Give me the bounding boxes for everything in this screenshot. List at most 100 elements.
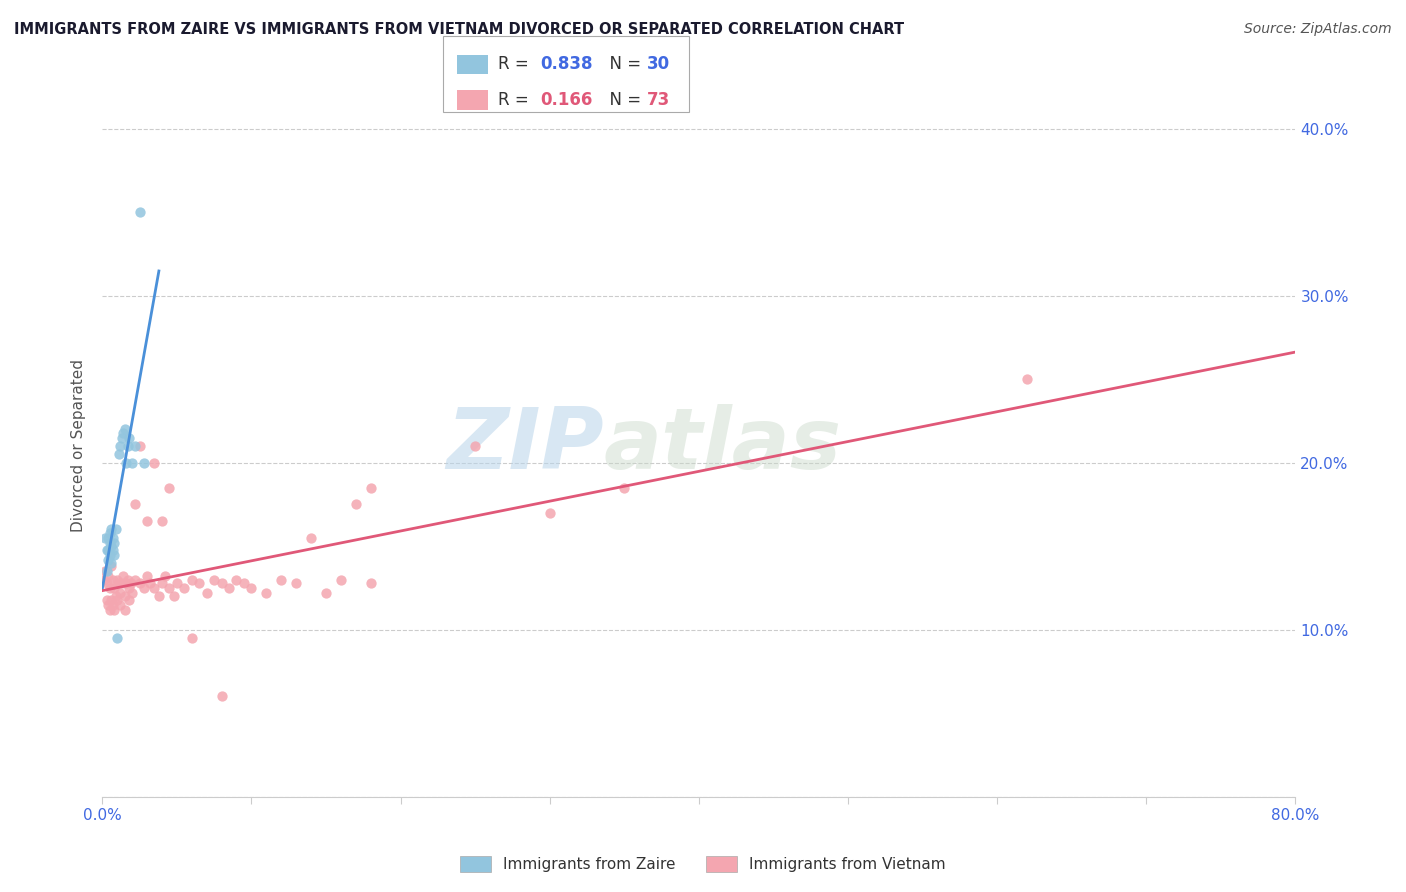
Point	[128, 575, 150, 590]
Point	[97, 598, 120, 612]
Text: 0.166: 0.166	[540, 91, 592, 109]
Point	[103, 548, 125, 562]
Point	[96, 564, 118, 578]
Point	[285, 575, 308, 590]
Point	[101, 598, 124, 612]
Text: atlas: atlas	[603, 404, 842, 487]
Point	[114, 422, 136, 436]
Point	[110, 575, 132, 590]
Point	[120, 575, 142, 590]
Legend: Immigrants from Zaire, Immigrants from Vietnam: Immigrants from Zaire, Immigrants from V…	[453, 848, 953, 880]
Point	[110, 431, 132, 445]
Point	[93, 573, 115, 587]
Point	[118, 431, 141, 445]
Point	[101, 573, 124, 587]
Point	[96, 542, 118, 557]
Point	[464, 439, 486, 453]
Point	[202, 573, 225, 587]
Point	[128, 439, 150, 453]
Point	[225, 573, 247, 587]
Point	[97, 552, 120, 566]
Point	[254, 586, 277, 600]
Point	[104, 523, 127, 537]
Point	[360, 481, 382, 495]
Point	[148, 589, 170, 603]
Point	[150, 514, 173, 528]
Point	[121, 456, 143, 470]
Point	[112, 425, 135, 440]
Point	[344, 498, 367, 512]
Point	[98, 602, 121, 616]
Point	[153, 569, 176, 583]
Point	[118, 581, 141, 595]
Point	[270, 573, 292, 587]
Y-axis label: Divorced or Separated: Divorced or Separated	[72, 359, 86, 533]
Point	[104, 589, 127, 603]
Point	[103, 581, 125, 595]
Point	[94, 564, 117, 578]
Point	[105, 573, 128, 587]
Point	[98, 548, 121, 562]
Point	[98, 525, 121, 540]
Point	[136, 569, 159, 583]
Point	[218, 581, 240, 595]
Point	[117, 439, 139, 453]
Point	[117, 573, 139, 587]
Point	[97, 569, 120, 583]
Point	[1015, 372, 1038, 386]
Point	[94, 531, 117, 545]
Point	[143, 581, 166, 595]
Point	[329, 573, 352, 587]
Point	[100, 523, 122, 537]
Text: N =: N =	[599, 91, 647, 109]
Text: ZIP: ZIP	[446, 404, 603, 487]
Point	[157, 581, 180, 595]
Point	[100, 556, 122, 570]
Point	[112, 569, 135, 583]
Point	[114, 602, 136, 616]
Point	[114, 589, 136, 603]
Point	[232, 575, 254, 590]
Point	[124, 573, 146, 587]
Point	[150, 575, 173, 590]
Point	[180, 631, 202, 645]
Point	[103, 602, 125, 616]
Point	[360, 575, 382, 590]
Text: R =: R =	[498, 91, 534, 109]
Text: 30: 30	[647, 55, 669, 73]
Text: R =: R =	[498, 55, 534, 73]
Point	[132, 581, 155, 595]
Text: 73: 73	[647, 91, 671, 109]
Text: 0.838: 0.838	[540, 55, 592, 73]
Point	[96, 592, 118, 607]
Point	[173, 581, 195, 595]
Point	[108, 598, 131, 612]
Point	[100, 559, 122, 574]
Point	[98, 581, 121, 595]
Point	[107, 575, 129, 590]
Point	[163, 589, 186, 603]
Point	[166, 575, 188, 590]
Point	[115, 456, 138, 470]
Point	[105, 631, 128, 645]
Point	[240, 581, 263, 595]
Point	[108, 586, 131, 600]
Point	[136, 514, 159, 528]
Point	[299, 531, 322, 545]
Point	[124, 498, 146, 512]
Point	[98, 536, 121, 550]
Point	[97, 542, 120, 557]
Point	[128, 205, 150, 219]
Point	[101, 542, 124, 557]
Point	[97, 531, 120, 545]
Text: N =: N =	[599, 55, 647, 73]
Text: Source: ZipAtlas.com: Source: ZipAtlas.com	[1244, 22, 1392, 37]
Point	[103, 536, 125, 550]
Point	[124, 439, 146, 453]
Point	[108, 439, 131, 453]
Point	[211, 575, 233, 590]
Point	[132, 456, 155, 470]
Point	[115, 575, 138, 590]
Point	[211, 690, 233, 704]
Point	[195, 586, 218, 600]
